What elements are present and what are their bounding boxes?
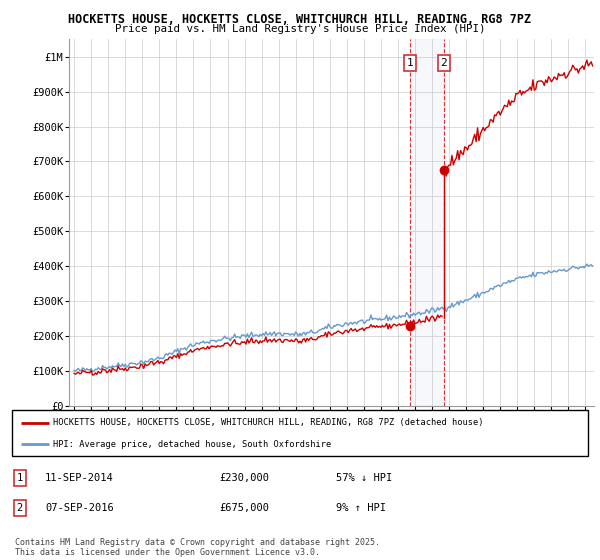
Text: 2: 2	[440, 58, 447, 68]
Text: HOCKETTS HOUSE, HOCKETTS CLOSE, WHITCHURCH HILL, READING, RG8 7PZ: HOCKETTS HOUSE, HOCKETTS CLOSE, WHITCHUR…	[68, 13, 532, 26]
Text: £230,000: £230,000	[219, 473, 269, 483]
Text: HOCKETTS HOUSE, HOCKETTS CLOSE, WHITCHURCH HILL, READING, RG8 7PZ (detached hous: HOCKETTS HOUSE, HOCKETTS CLOSE, WHITCHUR…	[53, 418, 484, 427]
Text: 1: 1	[406, 58, 413, 68]
Text: 2: 2	[17, 503, 23, 513]
Text: £675,000: £675,000	[219, 503, 269, 513]
Text: Contains HM Land Registry data © Crown copyright and database right 2025.
This d: Contains HM Land Registry data © Crown c…	[15, 538, 380, 557]
Text: HPI: Average price, detached house, South Oxfordshire: HPI: Average price, detached house, Sout…	[53, 440, 332, 449]
Bar	[410, 39, 444, 406]
Text: 1: 1	[17, 473, 23, 483]
Text: Price paid vs. HM Land Registry's House Price Index (HPI): Price paid vs. HM Land Registry's House …	[115, 24, 485, 34]
Text: 57% ↓ HPI: 57% ↓ HPI	[336, 473, 392, 483]
Text: 9% ↑ HPI: 9% ↑ HPI	[336, 503, 386, 513]
Text: 07-SEP-2016: 07-SEP-2016	[45, 503, 114, 513]
Text: 11-SEP-2014: 11-SEP-2014	[45, 473, 114, 483]
